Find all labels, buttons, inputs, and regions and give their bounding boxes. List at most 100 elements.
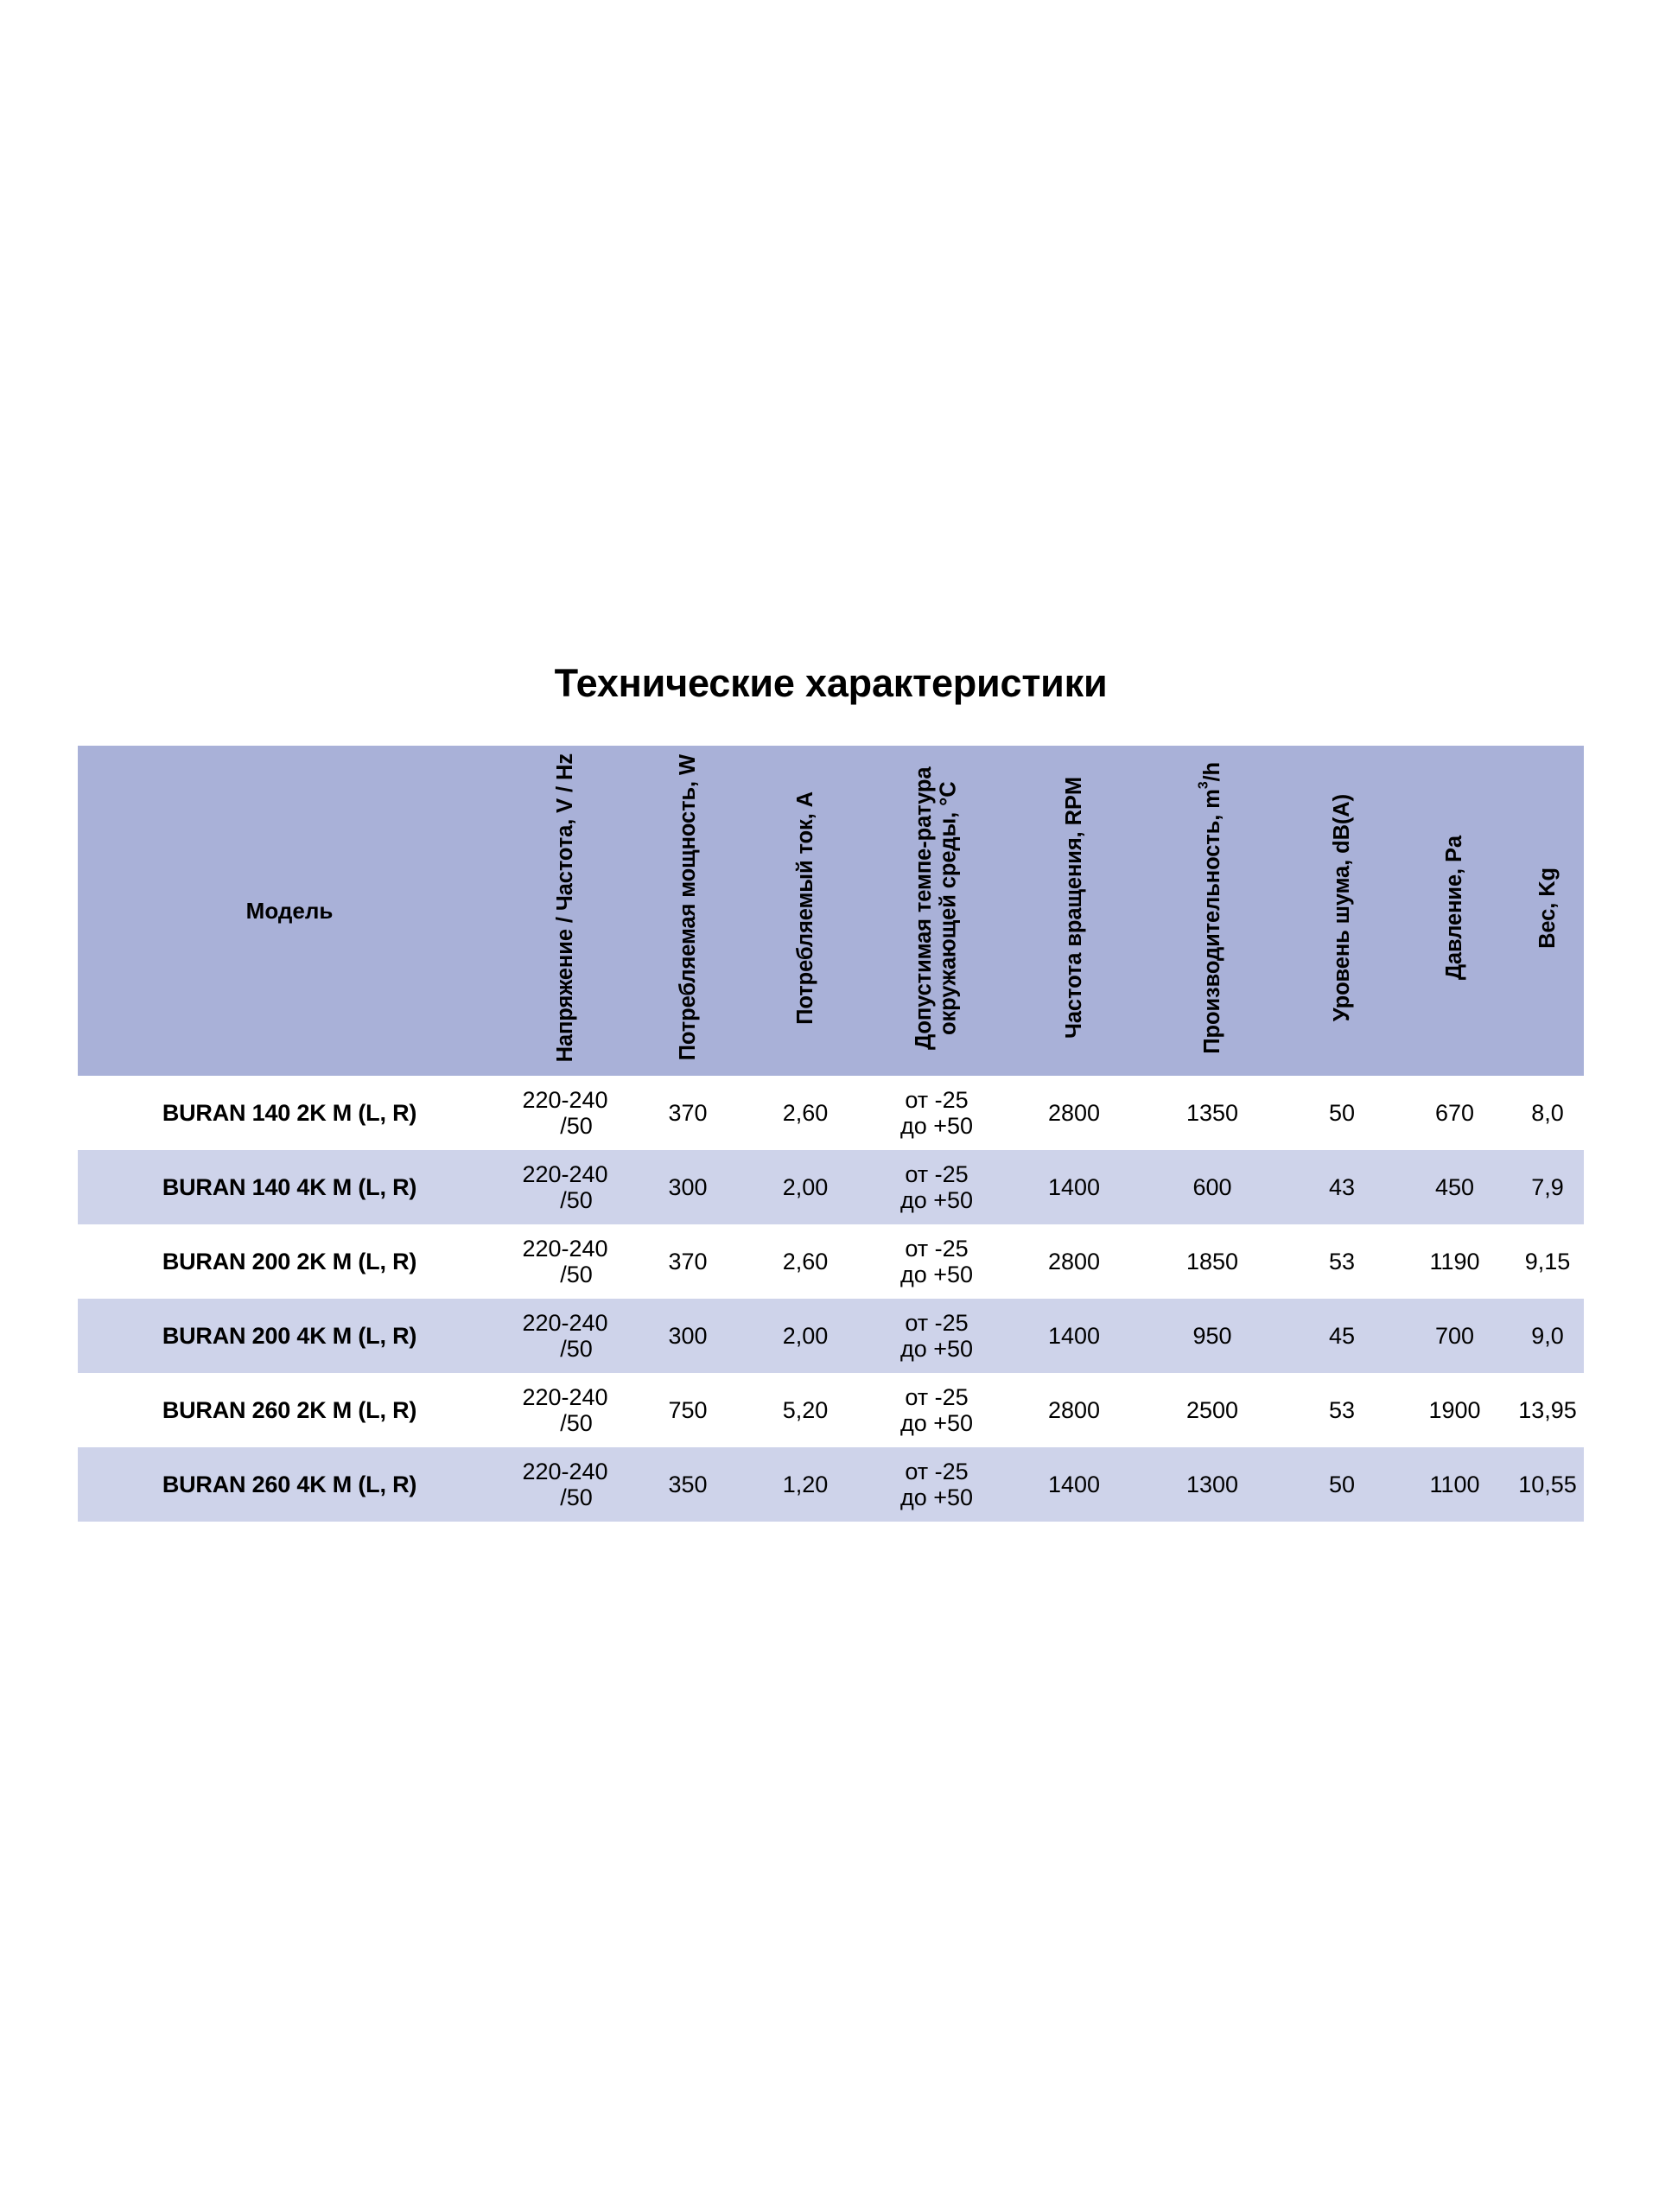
temperature-min: от -25 [905,1383,969,1410]
frequency-value: /50 [560,1484,593,1510]
cell-voltage: 220-240/50 [501,1076,629,1150]
cell-pressure: 700 [1434,1322,1475,1349]
cell-performance: 950 [1192,1322,1232,1349]
column-header-performance: Производительность, m3/h [1139,746,1286,1076]
column-header-weight-label: Вес, Kg [1535,867,1560,949]
temperature-max: до +50 [899,1410,974,1436]
cell-pressure: 450 [1434,1173,1475,1200]
cell-temperature: от -25 до +50 [864,1447,1009,1522]
column-header-pressure-label: Давление, Pa [1442,835,1467,981]
column-header-temperature-label: Допустимая темпе-ратура окружающей среды… [912,766,961,1050]
table-row: BURAN 260 2K M (L, R) 220-240/50 750 5,20 от… [78,1373,1584,1447]
table-row: BURAN 140 2K M (L, R) 220-240/50 370 2,60 от… [78,1076,1584,1150]
cell-power: 750 [668,1396,708,1423]
cell-current: 5,20 [782,1396,829,1423]
cell-pressure: 1900 [1428,1396,1481,1423]
cell-current: 2,00 [782,1322,829,1349]
temperature-max: до +50 [899,1113,974,1139]
column-header-temperature: Допустимая темпе-ратура окружающей среды… [864,746,1009,1076]
temperature-min: от -25 [905,1458,969,1484]
cell-power: 300 [668,1322,708,1349]
cell-performance: 1850 [1185,1248,1239,1274]
cell-rpm: 2800 [1047,1396,1101,1423]
cell-current: 2,00 [782,1173,829,1200]
cell-current: 2,60 [782,1099,829,1126]
column-header-rpm-label: Частота вращения, RPM [1061,777,1086,1039]
column-header-power-label: Потребляемая мощность, W [675,754,700,1061]
cell-rpm: 1400 [1047,1471,1101,1497]
cell-model: BURAN 140 4K M (L, R) [162,1173,417,1200]
voltage-range: 220-240 [522,1383,608,1410]
voltage-range: 220-240 [522,1309,608,1336]
technical-specifications-table: Модель Напряжение / Частота, V / Hz Потр… [78,746,1584,1522]
cell-current: 1,20 [782,1471,829,1497]
cell-current: 2,60 [782,1248,829,1274]
column-header-voltage-label: Напряжение / Частота, V / Hz [552,753,577,1063]
column-header-model: Модель [245,897,334,924]
cell-model: BURAN 260 2K M (L, R) [162,1396,417,1423]
voltage-range: 220-240 [522,1086,608,1113]
column-header-performance-label: Производительность, m3/h [1196,761,1224,1054]
cell-rpm: 2800 [1047,1248,1101,1274]
voltage-range: 220-240 [522,1235,608,1262]
temperature-max: до +50 [899,1484,974,1510]
table-body: BURAN 140 2K M (L, R) 220-240/50 370 2,60 от… [78,1076,1584,1522]
column-header-current-label: Потребляемый ток, А [792,791,817,1025]
cell-performance: 600 [1192,1173,1232,1200]
column-header-weight: Вес, Kg [1511,746,1584,1076]
cell-noise: 53 [1328,1248,1356,1274]
cell-power: 370 [668,1099,708,1126]
column-header-power: Потребляемая мощность, W [629,746,747,1076]
temperature-min: от -25 [905,1235,969,1262]
cell-voltage: 220-240/50 [501,1447,629,1522]
voltage-range: 220-240 [522,1160,608,1187]
cell-voltage: 220-240/50 [501,1299,629,1373]
cell-temperature: от -25 до +50 [864,1150,1009,1224]
cell-noise: 50 [1328,1471,1356,1497]
cell-temperature: от -25 до +50 [864,1299,1009,1373]
table-row: BURAN 260 4K M (L, R) 220-240/50 350 1,20 от… [78,1447,1584,1522]
temperature-max: до +50 [899,1187,974,1213]
table-row: BURAN 200 4K M (L, R) 220-240/50 300 2,00 от… [78,1299,1584,1373]
table-row: BURAN 140 4K M (L, R) 220-240/50 300 2,00 от… [78,1150,1584,1224]
cell-temperature: от -25 до +50 [864,1373,1009,1447]
cell-model: BURAN 260 4K M (L, R) [162,1471,417,1497]
frequency-value: /50 [560,1262,593,1287]
cell-model: BURAN 140 2K M (L, R) [162,1099,417,1126]
page-title: Технические характеристики [554,661,1108,705]
temperature-max: до +50 [899,1262,974,1287]
cell-voltage: 220-240/50 [501,1373,629,1447]
column-header-voltage: Напряжение / Частота, V / Hz [501,746,629,1076]
column-header-noise: Уровень шума, dB(A) [1286,746,1398,1076]
cell-power: 300 [668,1173,708,1200]
cell-noise: 43 [1328,1173,1356,1200]
column-header-pressure: Давление, Pa [1398,746,1511,1076]
performance-unit-exponent: 3 [1196,781,1211,789]
cell-rpm: 1400 [1047,1173,1101,1200]
cell-pressure: 1100 [1429,1471,1480,1497]
table-row: BURAN 200 2K M (L, R) 220-240/50 370 2,60 от… [78,1224,1584,1299]
cell-weight: 8,0 [1531,1099,1564,1126]
cell-power: 370 [668,1248,708,1274]
temperature-min: от -25 [905,1160,969,1187]
cell-pressure: 670 [1434,1099,1475,1126]
cell-rpm: 1400 [1047,1322,1101,1349]
frequency-value: /50 [560,1187,593,1213]
cell-temperature: от -25 до +50 [864,1076,1009,1150]
cell-weight: 13,95 [1518,1396,1577,1423]
frequency-value: /50 [560,1336,593,1362]
cell-voltage: 220-240/50 [501,1150,629,1224]
cell-performance: 1350 [1185,1099,1239,1126]
temperature-min: от -25 [905,1086,969,1113]
cell-noise: 50 [1328,1099,1356,1126]
cell-rpm: 2800 [1047,1099,1101,1126]
voltage-range: 220-240 [522,1458,608,1484]
cell-temperature: от -25 до +50 [864,1224,1009,1299]
cell-pressure: 1190 [1429,1248,1480,1274]
cell-weight: 9,15 [1524,1248,1571,1274]
temperature-max: до +50 [899,1336,974,1362]
cell-noise: 53 [1328,1396,1356,1423]
column-header-rpm: Частота вращения, RPM [1009,746,1139,1076]
cell-performance: 1300 [1185,1471,1239,1497]
